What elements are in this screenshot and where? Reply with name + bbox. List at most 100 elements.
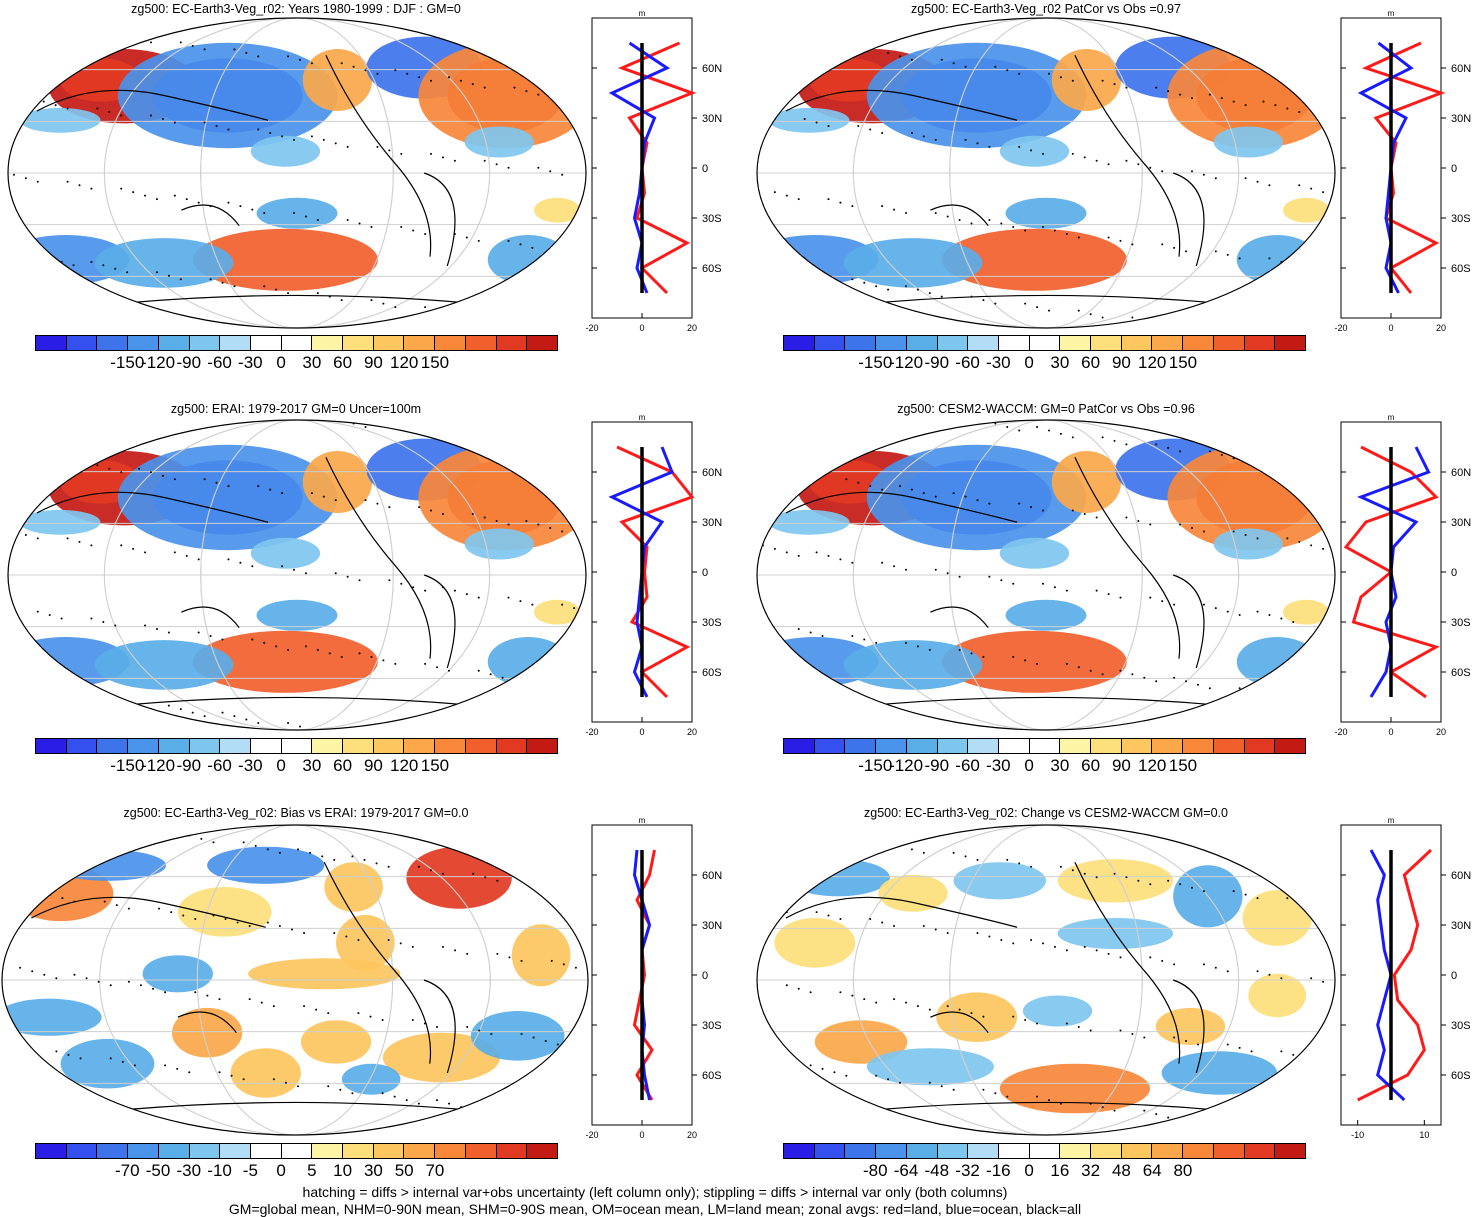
stipple-dot — [406, 72, 409, 75]
stipple-dot — [1131, 243, 1134, 246]
stipple-dot — [173, 551, 176, 554]
stipple-dot — [19, 893, 22, 896]
lat-label: 60N — [1451, 467, 1471, 479]
colorbar-label: -32 — [955, 1161, 980, 1180]
stipple-dot — [1077, 1026, 1080, 1029]
stipple-dot — [767, 34, 770, 37]
stipple-dot — [916, 1005, 919, 1008]
stipple-dot — [304, 215, 307, 218]
colorbar-label: -90 — [924, 756, 950, 775]
colorbar-label: -70 — [114, 1161, 140, 1180]
stipple-dot — [25, 1123, 28, 1126]
colorbar-swatch — [496, 336, 528, 350]
stipple-dot — [1042, 152, 1045, 155]
stipple-dot — [851, 205, 854, 208]
panel-3: zg500: ERAI: 1979-2017 GM=0 Uncer=100m m 6… — [7, 402, 722, 737]
colorbar-swatch — [1029, 739, 1061, 753]
stipple-dot — [1286, 107, 1289, 110]
stipple-dot — [1202, 530, 1205, 533]
stipple-dot — [502, 1109, 505, 1112]
colorbar-swatch — [435, 739, 466, 753]
colorbar-labels: -150 -120 -90 -60 -30 0 30 60 90 120 150 — [783, 754, 1306, 775]
stipple-dot — [328, 652, 331, 655]
stipple-dot — [363, 858, 366, 861]
field-blob — [1051, 451, 1122, 513]
stipple-dot — [1089, 313, 1092, 316]
stipple-dot — [1292, 1053, 1295, 1056]
stipple-dot — [761, 830, 764, 833]
stipple-dot — [430, 79, 433, 82]
colorbar-swatch — [527, 336, 557, 350]
stipple-dot — [562, 963, 565, 966]
colorbar-swatch — [404, 336, 436, 350]
stipple-dot — [30, 23, 33, 26]
stipple-dot — [851, 994, 854, 997]
stipple-dot — [1268, 184, 1271, 187]
x-tick-label: 10 — [1419, 1130, 1429, 1140]
colorbar-swatch — [1060, 336, 1092, 350]
stipple-dot — [1101, 79, 1104, 82]
field-blob — [470, 1011, 565, 1061]
stipple-dot — [1298, 111, 1301, 114]
field-blob — [999, 135, 1070, 167]
stipple-dot — [839, 991, 842, 994]
stipple-dot — [833, 1071, 836, 1074]
stipple-dot — [833, 281, 836, 284]
colorbar-swatch — [66, 336, 98, 350]
colorbar-label: 30 — [302, 353, 322, 372]
stipple-dot — [114, 267, 117, 270]
stipple-dot — [899, 1081, 902, 1084]
stipple-dot — [904, 212, 907, 215]
stipple-dot — [1006, 858, 1009, 861]
stipple-dot — [435, 1099, 438, 1102]
colorbar-label: 80 — [1173, 1161, 1193, 1180]
stipple-dot — [212, 841, 215, 844]
lat-label: 60S — [1451, 263, 1471, 275]
colorbar-swatches — [35, 335, 558, 351]
graticule-lon — [949, 420, 1143, 730]
stipple-dot — [179, 278, 182, 281]
colorbar: -150 -120 -90 -60 -30 0 30 60 90 120 150 — [783, 335, 1306, 372]
lat-label: 30N — [702, 517, 722, 529]
x-tick-label: 0 — [1388, 323, 1393, 333]
stipple-dot — [555, 683, 558, 686]
stipple-dot — [531, 603, 534, 606]
stipple-dot — [573, 607, 576, 610]
stipple-dot — [779, 704, 782, 707]
stipple-dot — [1232, 890, 1235, 893]
stipple-dot — [531, 320, 534, 323]
graticule-lon — [99, 825, 491, 1135]
colorbar-swatch — [1152, 739, 1184, 753]
stipple-dot — [37, 1127, 40, 1130]
stipple-dot — [519, 600, 522, 603]
stipple-dot — [1268, 257, 1271, 260]
stipple-dot — [334, 572, 337, 575]
colorbar-label: 30 — [1050, 756, 1070, 775]
stipple-dot — [1304, 1130, 1307, 1133]
stipple-dot — [1185, 250, 1188, 253]
stipple-dot — [84, 697, 87, 700]
stipple-dot — [520, 959, 523, 962]
stipple-dot — [1322, 191, 1325, 194]
colorbar-swatch — [312, 1144, 344, 1158]
stipple-dot — [36, 253, 39, 256]
stipple-dot — [1238, 20, 1241, 23]
field-blob — [230, 1048, 301, 1098]
stipple-dot — [298, 58, 301, 61]
stipple-dot — [66, 180, 69, 183]
stipple-dot — [1047, 72, 1050, 75]
colorbar-swatch — [158, 739, 190, 753]
stipple-dot — [839, 558, 842, 561]
colorbar-swatch — [1244, 336, 1276, 350]
stipple-dot — [1143, 1036, 1146, 1039]
stipple-dot — [1083, 872, 1086, 875]
stipple-dot — [964, 422, 967, 425]
lat-label: 30S — [1451, 617, 1471, 629]
stipple-dot — [251, 565, 254, 568]
stipple-dot — [114, 697, 117, 700]
stipple-dot — [340, 655, 343, 658]
colorbar-label: 120 — [389, 756, 419, 775]
stipple-dot — [221, 711, 224, 714]
stipple-dot — [441, 513, 444, 516]
stipple-dot — [233, 715, 236, 718]
